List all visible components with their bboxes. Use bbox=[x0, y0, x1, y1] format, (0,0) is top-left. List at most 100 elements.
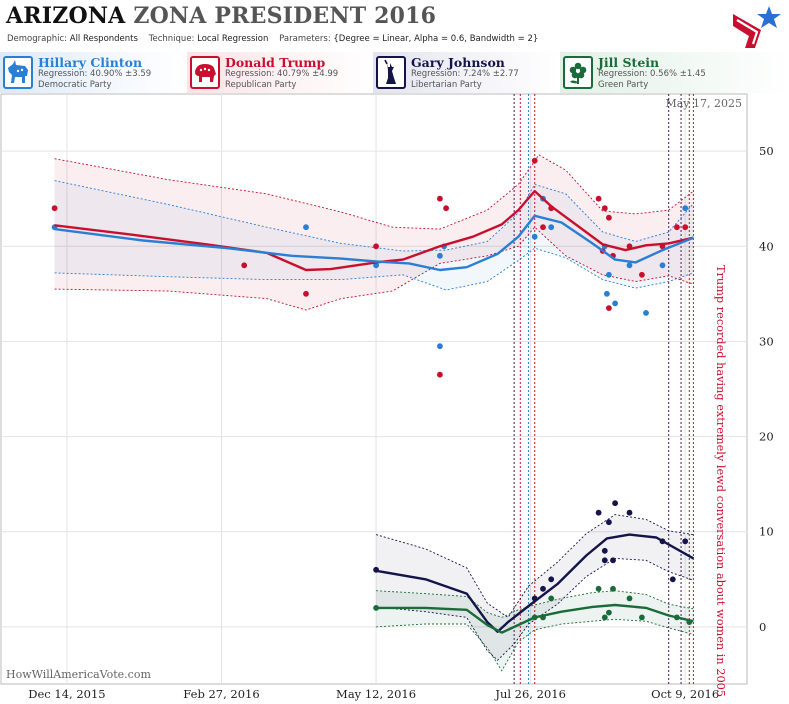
y-tick-label: 30 bbox=[759, 334, 774, 348]
candidate-party: Republican Party bbox=[225, 80, 297, 90]
poll-data-point bbox=[51, 205, 58, 212]
poll-data-point bbox=[595, 585, 602, 592]
flower-icon bbox=[563, 56, 593, 89]
x-tick-label: May 12, 2016 bbox=[336, 687, 416, 701]
poll-data-point bbox=[626, 262, 633, 269]
poll-data-point bbox=[682, 538, 689, 545]
y-tick-label: 10 bbox=[759, 525, 774, 539]
candidate-name: Donald Trump bbox=[225, 55, 326, 70]
candidate-trump[interactable]: Donald Trump Regression: 40.79% ±4.99 Re… bbox=[187, 52, 373, 93]
site-logo-icon bbox=[733, 6, 781, 48]
poll-data-point bbox=[437, 195, 443, 202]
lower-bound-line bbox=[54, 247, 694, 291]
candidate-name: Jill Stein bbox=[598, 55, 660, 70]
demographic-key: Demographic: bbox=[7, 34, 68, 44]
chart-date-label: May 17, 2025 bbox=[665, 97, 742, 110]
poll-data-point bbox=[531, 233, 538, 240]
poll-data-point bbox=[548, 224, 555, 231]
candidate-party: Green Party bbox=[598, 80, 649, 90]
candidate-regression: Regression: 40.79% ±4.99 bbox=[225, 69, 339, 79]
y-tick-label: 50 bbox=[759, 144, 774, 158]
parameters-line: Demographic: All Respondents Technique: … bbox=[7, 34, 538, 44]
poll-data-point bbox=[548, 595, 555, 602]
title-state: ARIZONA bbox=[6, 3, 126, 29]
y-tick-label: 20 bbox=[759, 430, 774, 444]
poll-data-point bbox=[437, 252, 443, 259]
candidate-johnson[interactable]: Gary Johnson Regression: 7.24% ±2.77 Lib… bbox=[373, 52, 560, 93]
donkey-icon bbox=[3, 56, 33, 89]
upper-bound-line bbox=[376, 590, 694, 618]
upper-bound-line bbox=[375, 514, 694, 619]
regression-line bbox=[54, 189, 694, 272]
regression-line bbox=[375, 533, 694, 633]
poll-data-point bbox=[548, 576, 555, 583]
candidate-clinton[interactable]: Hillary Clinton Regression: 40.90% ±3.59… bbox=[0, 52, 187, 93]
x-tick-label: Dec 14, 2015 bbox=[28, 687, 105, 701]
poll-data-point bbox=[303, 224, 309, 231]
poll-data-point bbox=[601, 614, 608, 621]
y-tick-label: 40 bbox=[759, 239, 774, 253]
poll-data-point bbox=[606, 519, 612, 526]
lower-bound-line bbox=[376, 557, 694, 661]
confidence-band bbox=[376, 514, 694, 661]
parameters-value: {Degree = Linear, Alpha = 0.6, Bandwidth… bbox=[333, 34, 539, 44]
poll-data-point bbox=[595, 195, 602, 202]
upper-bound-line bbox=[54, 154, 694, 230]
poll-data-point bbox=[606, 214, 612, 221]
candidate-party: Democratic Party bbox=[38, 80, 112, 90]
upper-bound-line bbox=[54, 180, 694, 252]
poll-data-point bbox=[443, 205, 449, 212]
regression-line bbox=[376, 603, 694, 634]
poll-data-point bbox=[643, 310, 649, 316]
candidate-name: Hillary Clinton bbox=[38, 55, 143, 70]
confidence-band bbox=[376, 590, 694, 671]
poll-data-point bbox=[669, 576, 676, 583]
candidate-regression: Regression: 7.24% ±2.77 bbox=[411, 69, 519, 79]
poll-data-point bbox=[659, 262, 666, 269]
y-tick-label: 0 bbox=[759, 620, 766, 634]
poll-data-point bbox=[540, 585, 546, 592]
candidate-regression: Regression: 0.56% ±1.45 bbox=[598, 69, 706, 79]
elephant-icon bbox=[190, 56, 220, 89]
technique-key: Technique: bbox=[148, 34, 195, 44]
poll-data-point bbox=[604, 290, 610, 297]
poll-data-point bbox=[601, 547, 608, 554]
poll-data-point bbox=[612, 300, 618, 307]
poll-data-point bbox=[606, 271, 612, 278]
poll-data-point bbox=[241, 262, 248, 269]
liberty-statue-icon bbox=[376, 56, 406, 89]
poll-data-point bbox=[610, 557, 616, 564]
poll-data-point bbox=[682, 224, 689, 231]
parameters-key: Parameters: bbox=[279, 34, 331, 44]
candidate-stein[interactable]: Jill Stein Regression: 0.56% ±1.45 Green… bbox=[560, 52, 789, 93]
poll-data-point bbox=[373, 262, 379, 269]
x-tick-label: Oct 9, 2016 bbox=[651, 687, 719, 701]
candidate-regression: Regression: 40.90% ±3.59 bbox=[38, 69, 152, 79]
poll-data-point bbox=[606, 305, 612, 311]
poll-data-point bbox=[373, 243, 379, 250]
candidate-name: Gary Johnson bbox=[411, 55, 505, 70]
poll-data-point bbox=[626, 509, 633, 516]
watermark-text: HowWillAmericaVote.com bbox=[6, 668, 151, 681]
technique-value: Local Regression bbox=[197, 34, 269, 44]
poll-data-point bbox=[626, 595, 633, 602]
page-title: ARIZONA ZONA PRESIDENT 2016 bbox=[6, 3, 436, 29]
poll-data-point bbox=[437, 371, 443, 378]
poll-data-point bbox=[682, 205, 689, 212]
lower-bound-line bbox=[54, 226, 694, 311]
poll-data-point bbox=[303, 290, 309, 297]
poll-data-point bbox=[612, 500, 618, 507]
poll-data-point bbox=[540, 224, 546, 231]
poll-data-point bbox=[595, 509, 602, 516]
plot-area bbox=[0, 93, 748, 685]
event-annotation: Trump recorded having extremely lewd con… bbox=[714, 265, 727, 697]
poll-data-point bbox=[437, 343, 443, 350]
demographic-value: All Respondents bbox=[69, 34, 138, 44]
poll-data-point bbox=[531, 157, 538, 164]
confidence-band bbox=[54, 180, 694, 290]
candidate-party: Libertarian Party bbox=[411, 80, 482, 90]
candidate-legend: Hillary Clinton Regression: 40.90% ±3.59… bbox=[0, 52, 789, 93]
poll-data-point bbox=[674, 224, 680, 231]
title-rest: ZONA PRESIDENT 2016 bbox=[133, 3, 437, 29]
